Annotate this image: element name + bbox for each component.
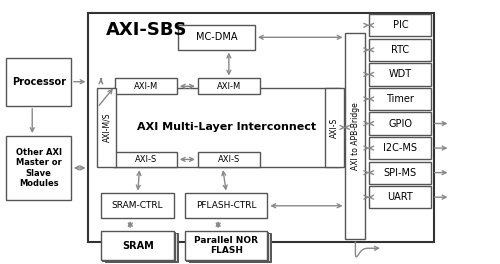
FancyBboxPatch shape — [115, 152, 177, 167]
Text: Other AXI
Master or
Slave
Modules: Other AXI Master or Slave Modules — [16, 148, 62, 188]
FancyBboxPatch shape — [101, 194, 174, 218]
FancyBboxPatch shape — [190, 233, 272, 262]
FancyBboxPatch shape — [6, 58, 71, 106]
Text: AXI to APB-Bridge: AXI to APB-Bridge — [351, 102, 360, 170]
Text: Timer: Timer — [386, 94, 414, 104]
Text: AXI Multi-Layer Interconnect: AXI Multi-Layer Interconnect — [137, 122, 316, 133]
Text: RTC: RTC — [392, 45, 409, 55]
FancyBboxPatch shape — [325, 88, 344, 167]
Text: Parallel NOR
FLASH: Parallel NOR FLASH — [194, 236, 258, 255]
FancyBboxPatch shape — [178, 25, 255, 50]
Text: AXI-SBS: AXI-SBS — [106, 21, 188, 39]
FancyBboxPatch shape — [346, 33, 366, 239]
Text: AXI-M: AXI-M — [134, 82, 158, 91]
FancyBboxPatch shape — [98, 88, 116, 167]
FancyBboxPatch shape — [370, 63, 432, 86]
FancyBboxPatch shape — [198, 152, 260, 167]
FancyBboxPatch shape — [186, 231, 268, 260]
FancyBboxPatch shape — [105, 233, 178, 262]
Text: AXI-S: AXI-S — [134, 155, 157, 164]
FancyBboxPatch shape — [370, 137, 432, 159]
FancyBboxPatch shape — [370, 14, 432, 36]
Text: MC-DMA: MC-DMA — [196, 32, 237, 42]
Text: AXI-M: AXI-M — [216, 82, 241, 91]
FancyBboxPatch shape — [370, 186, 432, 208]
Text: I2C-MS: I2C-MS — [384, 143, 418, 153]
FancyBboxPatch shape — [101, 231, 174, 260]
FancyBboxPatch shape — [115, 78, 177, 94]
Text: AXI-S: AXI-S — [330, 117, 339, 138]
FancyBboxPatch shape — [88, 13, 434, 242]
FancyBboxPatch shape — [186, 232, 268, 261]
Text: PIC: PIC — [392, 20, 408, 30]
Text: SRAM: SRAM — [122, 241, 154, 251]
FancyBboxPatch shape — [6, 136, 71, 200]
Text: SRAM-CTRL: SRAM-CTRL — [112, 201, 164, 210]
Text: WDT: WDT — [389, 69, 412, 79]
FancyBboxPatch shape — [370, 88, 432, 110]
Text: SPI-MS: SPI-MS — [384, 168, 417, 178]
Text: UART: UART — [388, 192, 413, 202]
FancyBboxPatch shape — [186, 194, 268, 218]
FancyBboxPatch shape — [104, 233, 177, 261]
FancyBboxPatch shape — [198, 78, 260, 94]
Text: AXI-S: AXI-S — [218, 155, 240, 164]
FancyBboxPatch shape — [370, 39, 432, 61]
Text: Processor: Processor — [12, 77, 66, 87]
FancyBboxPatch shape — [370, 162, 432, 184]
Text: GPIO: GPIO — [388, 119, 412, 129]
Text: PFLASH-CTRL: PFLASH-CTRL — [196, 201, 256, 210]
FancyBboxPatch shape — [370, 112, 432, 135]
FancyBboxPatch shape — [102, 232, 176, 261]
Text: AXI-M/S: AXI-M/S — [102, 113, 112, 142]
FancyBboxPatch shape — [114, 88, 340, 167]
FancyBboxPatch shape — [188, 233, 270, 261]
